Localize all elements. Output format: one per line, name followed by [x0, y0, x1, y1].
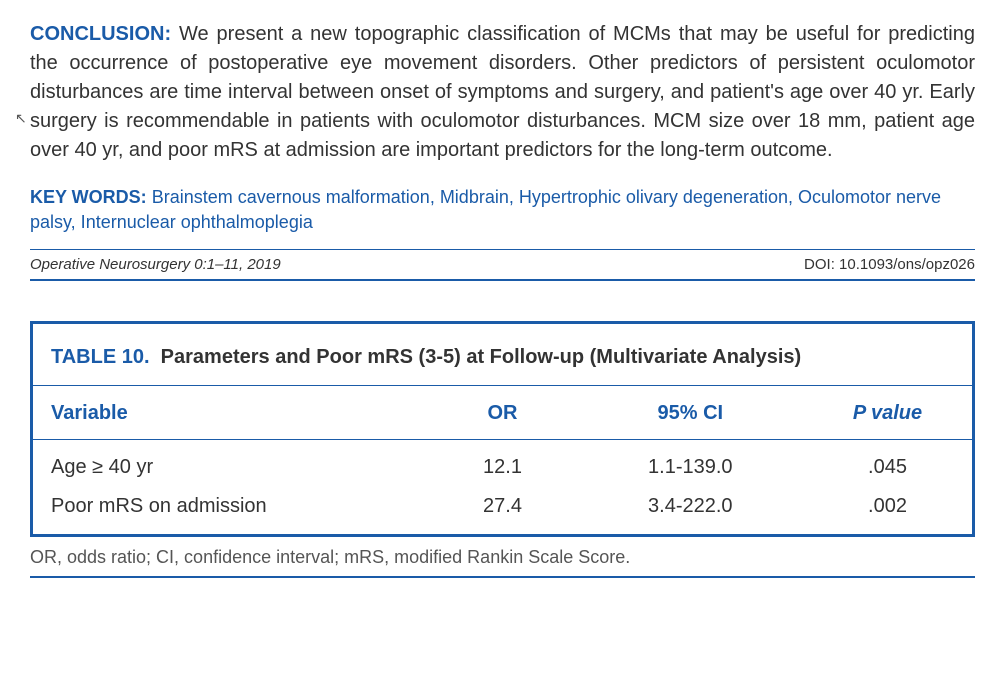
table-title-prefix: TABLE 10.	[51, 346, 150, 368]
cell-or: 27.4	[427, 487, 577, 534]
table-10: TABLE 10. Parameters and Poor mRS (3-5) …	[30, 321, 975, 537]
cell-ci: 1.1-139.0	[578, 440, 803, 488]
cell-or: 12.1	[427, 440, 577, 488]
col-header-variable: Variable	[33, 386, 427, 440]
cell-variable: Age ≥ 40 yr	[33, 440, 427, 488]
table-title-body: Parameters and Poor mRS (3-5) at Follow-…	[161, 346, 802, 368]
conclusion-paragraph: CONCLUSION: We present a new topographic…	[30, 20, 975, 165]
col-header-pvalue: P value	[803, 386, 972, 440]
table-footnote: OR, odds ratio; CI, confidence interval;…	[30, 547, 975, 578]
journal-citation: Operative Neurosurgery 0:1–11, 2019	[30, 256, 281, 273]
cell-p: .002	[803, 487, 972, 534]
keywords-text: Brainstem cavernous malformation, Midbra…	[30, 187, 941, 232]
col-header-or: OR	[427, 386, 577, 440]
col-header-ci: 95% CI	[578, 386, 803, 440]
doi-text: DOI: 10.1093/ons/opz026	[804, 256, 975, 273]
journal-footer: Operative Neurosurgery 0:1–11, 2019 DOI:…	[30, 249, 975, 281]
table-header-row: Variable OR 95% CI P value	[33, 386, 972, 440]
cell-ci: 3.4-222.0	[578, 487, 803, 534]
cell-p: .045	[803, 440, 972, 488]
conclusion-label: CONCLUSION:	[30, 23, 171, 45]
table-row: Poor mRS on admission 27.4 3.4-222.0 .00…	[33, 487, 972, 534]
keywords-paragraph: KEY WORDS: Brainstem cavernous malformat…	[30, 185, 975, 235]
table-row: Age ≥ 40 yr 12.1 1.1-139.0 .045	[33, 440, 972, 488]
cell-variable: Poor mRS on admission	[33, 487, 427, 534]
cursor-icon: ↖	[15, 110, 27, 127]
keywords-label: KEY WORDS:	[30, 187, 147, 207]
table-title: TABLE 10. Parameters and Poor mRS (3-5) …	[33, 324, 972, 386]
conclusion-text: We present a new topographic classificat…	[30, 23, 975, 161]
results-table: Variable OR 95% CI P value Age ≥ 40 yr 1…	[33, 386, 972, 534]
